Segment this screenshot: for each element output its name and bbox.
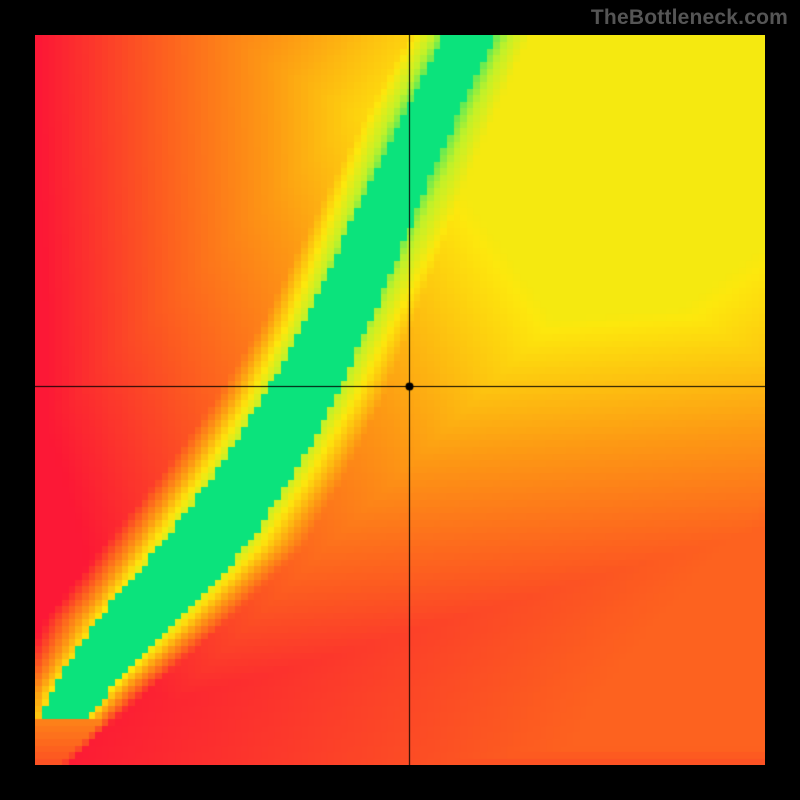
heatmap-plot [35, 35, 765, 765]
heatmap-canvas [35, 35, 765, 765]
watermark-text: TheBottleneck.com [591, 6, 788, 30]
